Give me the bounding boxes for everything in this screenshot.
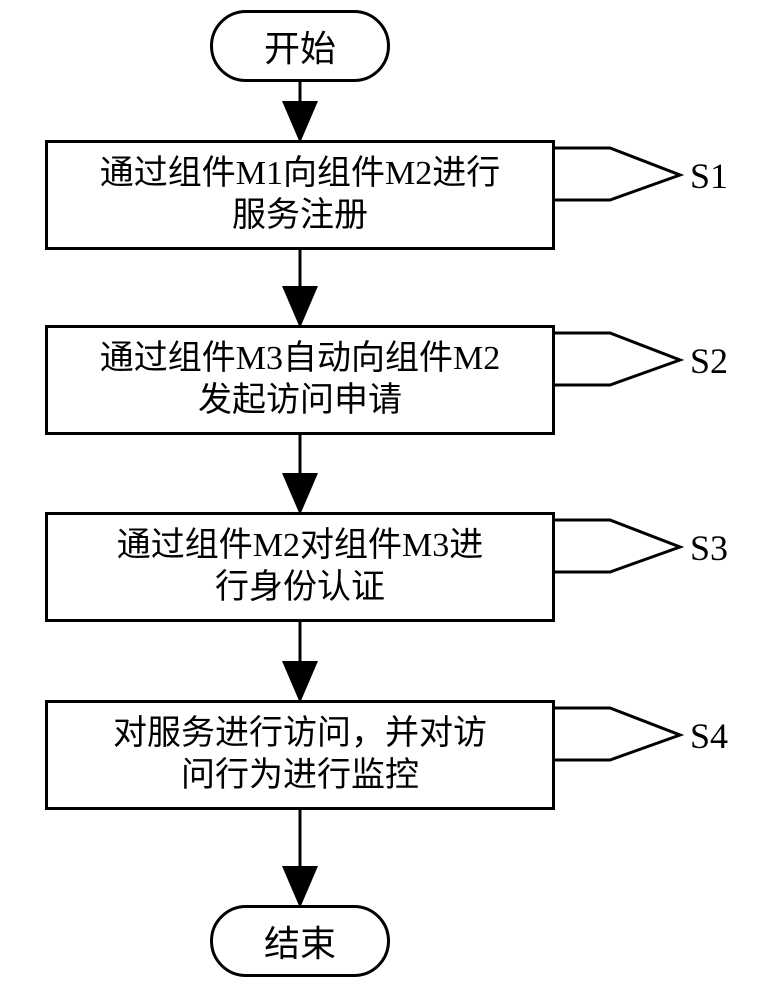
callout-s4	[0, 0, 779, 1000]
